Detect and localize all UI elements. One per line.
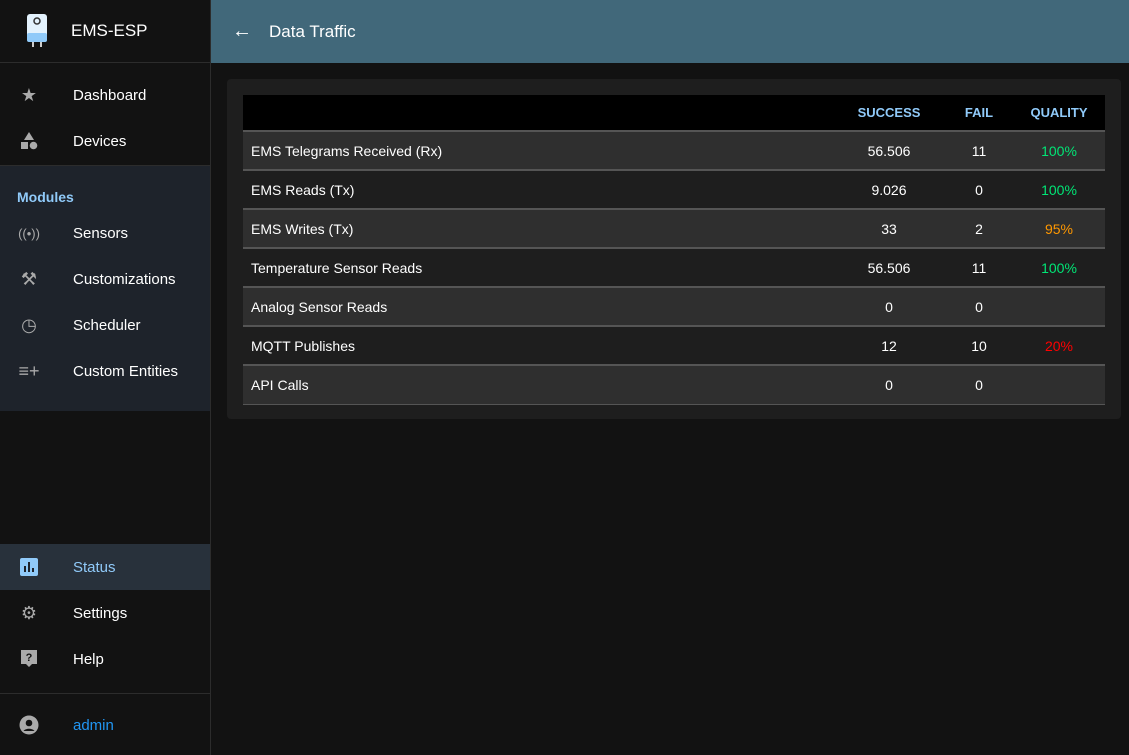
star-icon: ★ (20, 84, 38, 105)
nav-settings[interactable]: ⚙ Settings (0, 590, 210, 636)
nav-label: Customizations (73, 270, 176, 288)
table-row: EMS Reads (Tx) 9.026 0 100% (243, 169, 1105, 209)
app-title: EMS-ESP (71, 21, 148, 40)
cell-name: EMS Writes (Tx) (243, 208, 833, 248)
table-row: Analog Sensor Reads 0 0 (243, 286, 1105, 326)
cell-quality (1013, 286, 1105, 326)
nav-label: Help (73, 650, 104, 668)
cell-name: MQTT Publishes (243, 325, 833, 365)
cell-quality: 100% (1013, 169, 1105, 209)
nav-help[interactable]: ? Help (0, 636, 210, 682)
cell-success: 56.506 (833, 247, 945, 287)
chart-icon (17, 558, 41, 576)
nav-scheduler[interactable]: ◷ Scheduler (0, 302, 210, 348)
col-fail: FAIL (964, 105, 994, 120)
cell-fail: 11 (945, 247, 1013, 287)
svg-text:?: ? (26, 652, 33, 664)
table-row: MQTT Publishes 12 10 20% (243, 325, 1105, 365)
cell-quality: 95% (1013, 208, 1105, 248)
nav-sensors[interactable]: ((•)) Sensors (0, 210, 210, 256)
sensors-icon: ((•)) (18, 225, 40, 241)
modules-heading: Modules (17, 189, 74, 205)
boiler-logo-icon (25, 13, 49, 49)
cell-fail: 10 (945, 325, 1013, 365)
table-header: SUCCESS FAIL QUALITY (243, 95, 1105, 131)
cell-success: 12 (833, 325, 945, 365)
nav-custom-entities[interactable]: ≡+ Custom Entities (0, 348, 210, 394)
table-row: Temperature Sensor Reads 56.506 11 100% (243, 247, 1105, 287)
cell-fail: 11 (945, 130, 1013, 170)
cell-quality: 100% (1013, 247, 1105, 287)
cell-fail: 0 (945, 364, 1013, 405)
cell-success: 56.506 (833, 130, 945, 170)
cell-quality: 100% (1013, 130, 1105, 170)
cell-success: 0 (833, 286, 945, 326)
cell-name: EMS Telegrams Received (Rx) (243, 130, 833, 170)
modules-section: Modules ((•)) Sensors ⚒ Customizations ◷ Sc… (0, 166, 210, 411)
category-icon (17, 131, 41, 151)
cell-name: API Calls (243, 364, 833, 405)
nav-user[interactable]: admin (0, 702, 210, 748)
nav-label: Sensors (73, 224, 129, 242)
cell-fail: 0 (945, 169, 1013, 209)
gear-icon: ⚙ (20, 602, 38, 623)
sidebar: EMS-ESP ★ Dashboard Devices Modules ((•))… (0, 0, 211, 755)
playlist-add-icon: ≡+ (18, 360, 40, 381)
nav-dashboard[interactable]: ★ Dashboard (0, 72, 210, 118)
cell-success: 33 (833, 208, 945, 248)
nav-label: Devices (73, 132, 127, 150)
cell-name: Analog Sensor Reads (243, 286, 833, 326)
cell-quality: 20% (1013, 325, 1105, 365)
nav-label: Status (73, 558, 116, 576)
account-icon (17, 715, 41, 735)
col-quality: QUALITY (1030, 105, 1088, 120)
nav-label: Scheduler (73, 316, 141, 334)
page-title: Data Traffic (269, 21, 356, 41)
brand: EMS-ESP (0, 0, 210, 63)
table-row: EMS Telegrams Received (Rx) 56.506 11 100% (243, 130, 1105, 170)
cell-name: Temperature Sensor Reads (243, 247, 833, 287)
table-row: API Calls 0 0 (243, 364, 1105, 405)
user-name: admin (73, 716, 114, 734)
cell-fail: 2 (945, 208, 1013, 248)
nav-status[interactable]: Status (0, 544, 210, 590)
col-success: SUCCESS (857, 105, 921, 120)
tools-icon: ⚒ (20, 268, 38, 289)
more-time-icon: ◷ (21, 314, 37, 335)
cell-quality (1013, 364, 1105, 405)
col-name (243, 95, 833, 131)
back-arrow-icon[interactable]: ← (232, 20, 252, 42)
cell-fail: 0 (945, 286, 1013, 326)
traffic-table: SUCCESS FAIL QUALITY EMS Telegrams Recei… (243, 95, 1105, 405)
table-row: EMS Writes (Tx) 33 2 95% (243, 208, 1105, 248)
traffic-card: SUCCESS FAIL QUALITY EMS Telegrams Recei… (227, 79, 1121, 419)
nav-label: Custom Entities (73, 362, 179, 380)
nav-customizations[interactable]: ⚒ Customizations (0, 256, 210, 302)
nav-label: Dashboard (73, 86, 147, 104)
nav-devices[interactable]: Devices (0, 118, 210, 164)
app-bar: ← Data Traffic (211, 0, 1129, 63)
cell-success: 9.026 (833, 169, 945, 209)
cell-name: EMS Reads (Tx) (243, 169, 833, 209)
nav-label: Settings (73, 604, 128, 622)
help-icon: ? (17, 649, 41, 669)
cell-success: 0 (833, 364, 945, 405)
